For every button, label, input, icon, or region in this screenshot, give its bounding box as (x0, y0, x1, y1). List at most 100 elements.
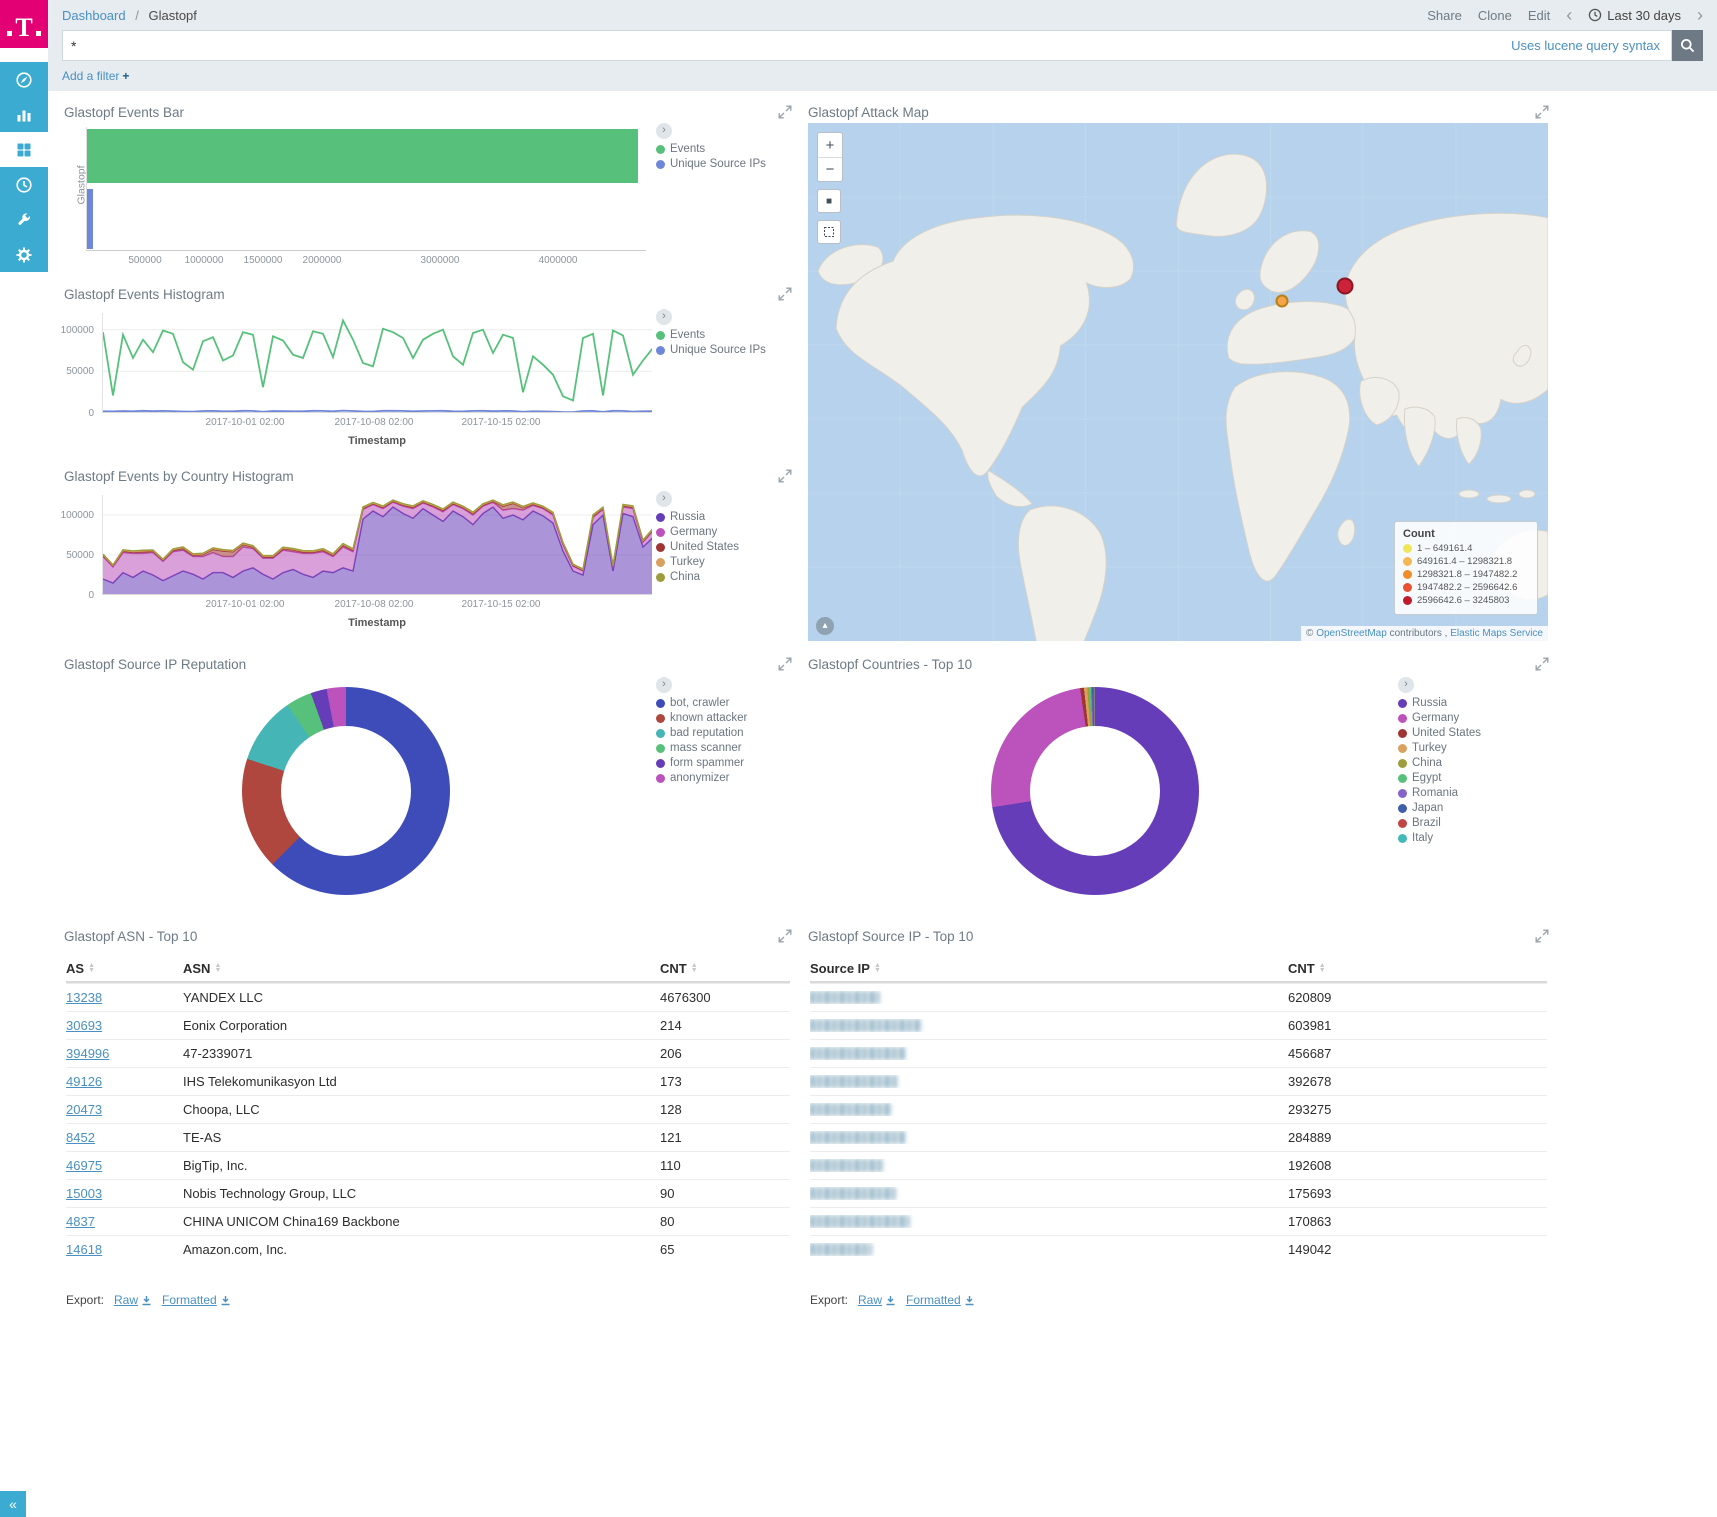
query-input[interactable] (62, 30, 1672, 61)
sort-icon[interactable]: ▲ ▼ (690, 962, 698, 974)
add-filter-link[interactable]: Add a filter + (62, 69, 129, 83)
share-button[interactable]: Share (1427, 7, 1462, 23)
as-link[interactable]: 46975 (66, 1158, 103, 1173)
series-line-events[interactable] (103, 318, 652, 402)
legend-item-mass-scanner[interactable]: mass scanner (656, 742, 794, 754)
expand-panel-icon[interactable] (778, 469, 792, 483)
series-area-germany[interactable] (103, 502, 652, 583)
expand-panel-icon[interactable] (1535, 657, 1549, 671)
legend-toggle-button[interactable]: › (656, 309, 672, 325)
sidebar-item-discover[interactable] (0, 62, 48, 97)
time-back-button[interactable]: ‹ (1566, 5, 1573, 25)
legend-item-anonymizer[interactable]: anonymizer (656, 772, 794, 784)
time-picker[interactable]: Last 30 days (1588, 8, 1681, 23)
elastic-maps-link[interactable]: Elastic Maps Service (1450, 628, 1543, 639)
sidebar-item-visualize[interactable] (0, 97, 48, 132)
search-button[interactable] (1672, 30, 1703, 61)
sort-icon[interactable]: ▲ ▼ (1318, 962, 1326, 974)
column-header-asn[interactable]: ASN (183, 960, 211, 976)
map-zoom-in-button[interactable]: + (818, 133, 842, 157)
series-line-unique-source-ips[interactable] (103, 409, 652, 413)
breadcrumb-dashboard-link[interactable]: Dashboard (62, 7, 126, 23)
export-formatted-link[interactable]: Formatted (906, 1293, 975, 1307)
edit-button[interactable]: Edit (1527, 7, 1551, 23)
as-link[interactable]: 15003 (66, 1186, 103, 1201)
expand-panel-icon[interactable] (1535, 929, 1549, 943)
legend-item-japan[interactable]: Japan (1398, 802, 1536, 814)
map-fit-button[interactable]: ■ (817, 189, 841, 213)
expand-panel-icon[interactable] (1535, 105, 1549, 119)
as-link[interactable]: 20473 (66, 1102, 103, 1117)
map-draw-rect-button[interactable] (817, 220, 841, 244)
telekom-logo[interactable]: T (0, 0, 48, 48)
as-link[interactable]: 30693 (66, 1018, 103, 1033)
sort-icon[interactable]: ▲ ▼ (88, 962, 95, 974)
legend-toggle-button[interactable]: › (1398, 677, 1414, 693)
as-link[interactable]: 49126 (66, 1074, 103, 1089)
column-header-source-ip[interactable]: Source IP (810, 960, 870, 976)
map-zoom-out-button[interactable]: − (818, 157, 842, 181)
legend-item-form-spammer[interactable]: form spammer (656, 757, 794, 769)
sidebar-item-management[interactable] (0, 237, 48, 272)
legend-item-russia[interactable]: Russia (656, 511, 794, 523)
legend-item-events[interactable]: Events (656, 143, 794, 155)
donut-chart-reputation[interactable] (242, 687, 450, 895)
expand-panel-icon[interactable] (778, 105, 792, 119)
legend-item-romania[interactable]: Romania (1398, 787, 1536, 799)
legend-item-bad-reputation[interactable]: bad reputation (656, 727, 794, 739)
count-value: 175693 (1288, 1186, 1332, 1201)
map-attribution-toggle[interactable]: ▴ (816, 617, 834, 635)
legend-item-bot-crawler[interactable]: bot, crawler (656, 697, 794, 709)
clone-button[interactable]: Clone (1477, 7, 1512, 23)
legend-item-known-attacker[interactable]: known attacker (656, 712, 794, 724)
legend-item-germany[interactable]: Germany (1398, 712, 1536, 724)
time-forward-button[interactable]: › (1697, 5, 1703, 25)
legend-toggle-button[interactable]: › (656, 123, 672, 139)
column-header-cnt[interactable]: CNT (1288, 960, 1315, 976)
map-marker[interactable] (1336, 277, 1354, 295)
events-bar[interactable] (87, 129, 638, 183)
openstreetmap-link[interactable]: OpenStreetMap (1316, 628, 1387, 639)
expand-panel-icon[interactable] (778, 287, 792, 301)
as-link[interactable]: 8452 (66, 1130, 95, 1145)
export-raw-link[interactable]: Raw (858, 1293, 896, 1307)
donut-chart-countries[interactable] (991, 687, 1199, 895)
legend-item-united-states[interactable]: United States (656, 541, 794, 553)
sidebar-item-dev-tools[interactable] (0, 202, 48, 237)
legend-item-united-states[interactable]: United States (1398, 727, 1536, 739)
sort-icon[interactable]: ▲ ▼ (873, 962, 881, 974)
legend-toggle-button[interactable]: › (656, 491, 672, 507)
legend-item-russia[interactable]: Russia (1398, 697, 1536, 709)
as-link[interactable]: 14618 (66, 1242, 103, 1257)
legend-toggle-button[interactable]: › (656, 677, 672, 693)
export-formatted-link[interactable]: Formatted (162, 1293, 231, 1307)
as-link[interactable]: 394996 (66, 1046, 110, 1061)
legend-item-unique-source-ips[interactable]: Unique Source IPs (656, 158, 794, 170)
sidebar-item-timelion[interactable] (0, 167, 48, 202)
sidebar-collapse-button[interactable]: « (0, 1491, 26, 1517)
as-link[interactable]: 4837 (66, 1214, 95, 1229)
legend-item-unique-source-ips[interactable]: Unique Source IPs (656, 344, 794, 356)
legend-item-turkey[interactable]: Turkey (1398, 742, 1536, 754)
column-header-cnt[interactable]: CNT (660, 960, 687, 976)
as-link[interactable]: 13238 (66, 990, 103, 1005)
expand-panel-icon[interactable] (778, 657, 792, 671)
column-header-as[interactable]: AS (66, 960, 85, 976)
lucene-hint-link[interactable]: Uses lucene query syntax (1511, 38, 1660, 53)
legend-item-events[interactable]: Events (656, 329, 794, 341)
legend-item-china[interactable]: China (656, 571, 794, 583)
series-area-russia[interactable] (103, 507, 652, 595)
legend-item-germany[interactable]: Germany (656, 526, 794, 538)
map-marker[interactable] (1275, 294, 1289, 308)
legend-item-brazil[interactable]: Brazil (1398, 817, 1536, 829)
attack-map[interactable]: + − ■ Count 1 – 649161.4 649161.4 – 12983… (808, 123, 1548, 641)
legend-item-turkey[interactable]: Turkey (656, 556, 794, 568)
unique-ips-bar[interactable] (87, 189, 93, 249)
expand-panel-icon[interactable] (778, 929, 792, 943)
legend-item-italy[interactable]: Italy (1398, 832, 1536, 844)
sort-icon[interactable]: ▲ ▼ (214, 962, 222, 974)
export-raw-link[interactable]: Raw (114, 1293, 152, 1307)
sidebar-item-dashboard[interactable] (0, 132, 48, 167)
legend-item-china[interactable]: China (1398, 757, 1536, 769)
legend-item-egypt[interactable]: Egypt (1398, 772, 1536, 784)
